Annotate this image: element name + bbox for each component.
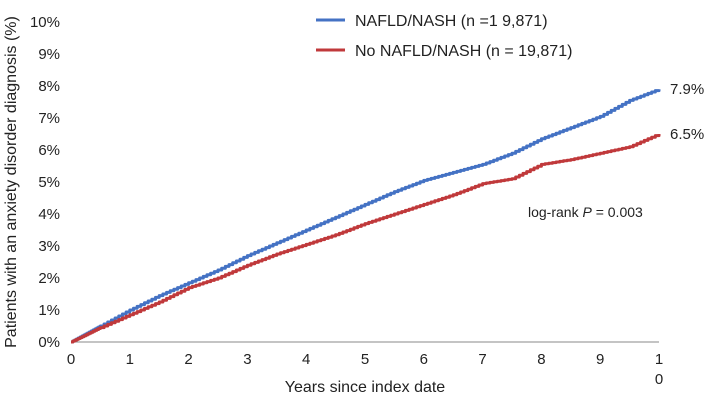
y-tick-label: 2% [38, 270, 60, 287]
series-layer [71, 89, 661, 344]
x-tick-label: 7 [478, 351, 486, 368]
y-tick-label: 0% [38, 334, 60, 351]
x-tick-continuation-label: 0 [655, 371, 663, 388]
y-tick-label: 9% [38, 46, 60, 63]
logrank-annotation: log-rank P = 0.003 [528, 204, 643, 220]
x-axis: 0 1 2 3 4 5 6 7 8 9 1 [67, 351, 663, 368]
x-tick-label: 6 [420, 351, 428, 368]
x-tick-label: 2 [184, 351, 192, 368]
series-line-nafld [71, 89, 661, 344]
x-tick-label: 0 [67, 351, 75, 368]
x-tick-label: 1 [655, 351, 663, 368]
x-tick-label: 8 [537, 351, 545, 368]
y-axis: 0% 1% 2% 3% 4% 5% 6% 7% 8% 9% 10% [30, 14, 60, 351]
logrank-p: P [582, 204, 592, 220]
x-tick-label: 5 [361, 351, 369, 368]
x-tick-label: 9 [596, 351, 604, 368]
y-tick-label: 10% [30, 14, 60, 31]
y-tick-label: 6% [38, 142, 60, 159]
x-tick-label: 4 [302, 351, 310, 368]
y-tick-label: 5% [38, 174, 60, 191]
end-label-no-nafld: 6.5% [670, 126, 704, 143]
logrank-prefix: log-rank [528, 204, 582, 220]
series-line-no-nafld [71, 134, 661, 344]
legend-label-no-nafld: No NAFLD/NASH (n = 19,871) [355, 43, 572, 60]
y-tick-label: 7% [38, 110, 60, 127]
y-tick-label: 3% [38, 238, 60, 255]
logrank-suffix: = 0.003 [592, 204, 643, 220]
x-tick-label: 1 [126, 351, 134, 368]
y-tick-label: 8% [38, 78, 60, 95]
y-tick-label: 1% [38, 302, 60, 319]
x-tick-label: 3 [243, 351, 251, 368]
legend: NAFLD/NASH (n =1 9,871) No NAFLD/NASH (n… [316, 13, 572, 60]
end-label-nafld: 7.9% [670, 81, 704, 98]
x-axis-title: Years since index date [285, 379, 446, 396]
y-axis-title: Patients with an anxiety disorder diagno… [3, 16, 20, 348]
legend-label-nafld: NAFLD/NASH (n =1 9,871) [355, 13, 548, 30]
y-tick-label: 4% [38, 206, 60, 223]
